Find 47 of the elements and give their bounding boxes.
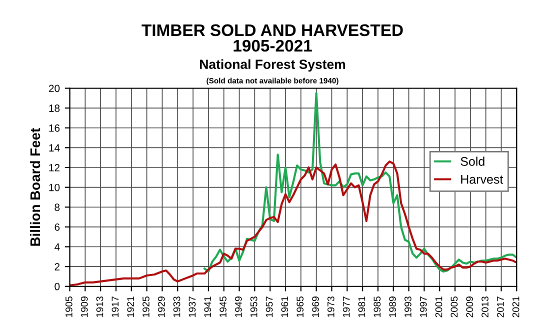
- x-tick-label: 2001: [435, 296, 442, 318]
- x-tick-label: 1917: [112, 296, 119, 317]
- x-tick-label: 2009: [466, 296, 474, 318]
- x-tick-label: 2017: [496, 296, 504, 318]
- x-tick-label: 1993: [404, 296, 412, 317]
- x-tick-label: 1929: [158, 296, 165, 317]
- y-tick-label: 2: [54, 263, 60, 270]
- x-tick-label: 1949: [235, 296, 242, 317]
- x-tick-label: 2005: [450, 296, 458, 318]
- x-tick-label: 1969: [312, 296, 319, 317]
- x-tick-label: 1973: [327, 296, 334, 317]
- legend-label: Sold: [460, 156, 484, 166]
- x-tick-label: 1961: [281, 296, 288, 317]
- legend-label: Harvest: [461, 175, 504, 184]
- line-series: [204, 92, 517, 273]
- x-tick-label: 1925: [142, 296, 150, 317]
- x-tick-label: 1985: [374, 296, 381, 317]
- y-tick-label: 16: [49, 124, 60, 132]
- chart-subtitle: National Forest System: [200, 59, 346, 72]
- x-tick-label: 2013: [482, 296, 488, 318]
- x-tick-label: 1933: [173, 296, 180, 317]
- x-tick-label: 1941: [204, 296, 212, 317]
- x-tick-label: 1905: [65, 296, 72, 317]
- y-tick-label: 6: [54, 223, 60, 231]
- y-tick-label: 4: [54, 243, 60, 251]
- x-tick-label: 1981: [358, 296, 366, 317]
- x-tick-label: 1989: [389, 296, 396, 317]
- y-tick-label: 8: [54, 204, 60, 212]
- x-tick-label: 1997: [420, 296, 427, 317]
- x-tick-label: 1953: [250, 296, 258, 317]
- x-tick-label: 1965: [296, 296, 304, 317]
- x-tick-label: 2021: [512, 296, 520, 318]
- chart-title: TIMBER SOLD AND HARVESTED 1905-2021: [142, 24, 403, 52]
- y-tick-label: 20: [48, 84, 60, 92]
- y-tick-label: 14: [49, 144, 60, 152]
- x-tick-label: 1913: [96, 296, 104, 317]
- x-tick-label: 1977: [342, 296, 350, 317]
- x-tick-label: 1909: [80, 296, 88, 317]
- y-tick-label: 10: [49, 184, 60, 192]
- y-tick-label: 18: [49, 104, 60, 112]
- y-axis-title: Billion Board Feet: [30, 128, 40, 246]
- x-tick-label: 1957: [266, 296, 273, 317]
- x-tick-label: 1945: [220, 296, 226, 317]
- x-tick-label: 1921: [127, 296, 134, 317]
- y-tick-label: 0: [54, 282, 60, 290]
- y-tick-label: 12: [49, 164, 60, 172]
- x-tick-label: 1937: [188, 296, 196, 317]
